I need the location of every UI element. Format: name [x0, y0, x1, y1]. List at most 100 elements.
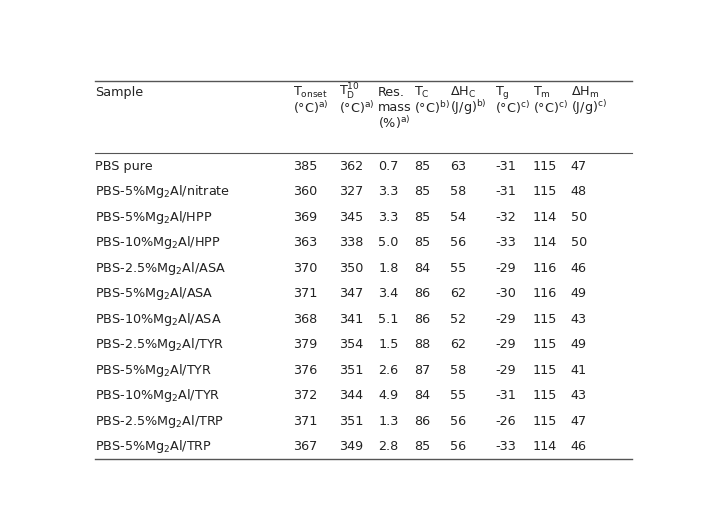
Text: 85: 85	[414, 440, 430, 453]
Text: 54: 54	[450, 210, 466, 224]
Text: 345: 345	[339, 210, 363, 224]
Text: 85: 85	[414, 236, 430, 249]
Text: 49: 49	[571, 338, 586, 351]
Text: 376: 376	[293, 364, 318, 377]
Text: (J/g)$^{\mathregular{b)}}$: (J/g)$^{\mathregular{b)}}$	[450, 98, 486, 117]
Text: mass: mass	[378, 101, 412, 114]
Text: Sample: Sample	[95, 86, 143, 99]
Text: 2.8: 2.8	[378, 440, 398, 453]
Text: 114: 114	[532, 440, 557, 453]
Text: 115: 115	[532, 389, 557, 402]
Text: 49: 49	[571, 287, 586, 300]
Text: 371: 371	[293, 414, 318, 428]
Text: -32: -32	[495, 210, 516, 224]
Text: T$_{\mathregular{C}}$: T$_{\mathregular{C}}$	[414, 85, 430, 100]
Text: -29: -29	[495, 338, 516, 351]
Text: 84: 84	[414, 262, 430, 275]
Text: 347: 347	[339, 287, 363, 300]
Text: (J/g)$^{\mathregular{c)}}$: (J/g)$^{\mathregular{c)}}$	[571, 98, 606, 117]
Text: PBS-10%Mg$_{2}$Al/HPP: PBS-10%Mg$_{2}$Al/HPP	[95, 234, 220, 251]
Text: 5.1: 5.1	[378, 313, 398, 325]
Text: 5.0: 5.0	[378, 236, 398, 249]
Text: 3.3: 3.3	[378, 210, 398, 224]
Text: 363: 363	[293, 236, 318, 249]
Text: PBS-10%Mg$_{2}$Al/ASA: PBS-10%Mg$_{2}$Al/ASA	[95, 311, 222, 328]
Text: Res.: Res.	[378, 86, 406, 99]
Text: -31: -31	[495, 389, 516, 402]
Text: 115: 115	[532, 414, 557, 428]
Text: 115: 115	[532, 313, 557, 325]
Text: PBS-5%Mg$_{2}$Al/nitrate: PBS-5%Mg$_{2}$Al/nitrate	[95, 183, 230, 200]
Text: 371: 371	[293, 287, 318, 300]
Text: 58: 58	[450, 185, 466, 198]
Text: 1.8: 1.8	[378, 262, 398, 275]
Text: 115: 115	[532, 338, 557, 351]
Text: PBS-5%Mg$_{2}$Al/ASA: PBS-5%Mg$_{2}$Al/ASA	[95, 285, 214, 302]
Text: 62: 62	[450, 338, 466, 351]
Text: -26: -26	[495, 414, 516, 428]
Text: T$_{\mathregular{m}}$: T$_{\mathregular{m}}$	[532, 85, 550, 100]
Text: -33: -33	[495, 236, 516, 249]
Text: PBS-2.5%Mg$_{2}$Al/ASA: PBS-2.5%Mg$_{2}$Al/ASA	[95, 260, 226, 277]
Text: PBS-5%Mg$_{2}$Al/TRP: PBS-5%Mg$_{2}$Al/TRP	[95, 438, 212, 455]
Text: T$_{\mathregular{g}}$: T$_{\mathregular{g}}$	[495, 84, 510, 101]
Text: 43: 43	[571, 389, 586, 402]
Text: 87: 87	[414, 364, 430, 377]
Text: 88: 88	[414, 338, 430, 351]
Text: 350: 350	[339, 262, 363, 275]
Text: 115: 115	[532, 160, 557, 173]
Text: 43: 43	[571, 313, 586, 325]
Text: 368: 368	[293, 313, 318, 325]
Text: -31: -31	[495, 185, 516, 198]
Text: -29: -29	[495, 313, 516, 325]
Text: 62: 62	[450, 287, 466, 300]
Text: PBS pure: PBS pure	[95, 160, 153, 173]
Text: (°C)$^{\mathregular{a)}}$: (°C)$^{\mathregular{a)}}$	[293, 99, 328, 116]
Text: 115: 115	[532, 185, 557, 198]
Text: 84: 84	[414, 389, 430, 402]
Text: 379: 379	[293, 338, 318, 351]
Text: 360: 360	[293, 185, 318, 198]
Text: 385: 385	[293, 160, 318, 173]
Text: (°C)$^{\mathregular{a)}}$: (°C)$^{\mathregular{a)}}$	[339, 99, 374, 116]
Text: PBS-5%Mg$_{2}$Al/TYR: PBS-5%Mg$_{2}$Al/TYR	[95, 361, 213, 379]
Text: PBS-2.5%Mg$_{2}$Al/TYR: PBS-2.5%Mg$_{2}$Al/TYR	[95, 336, 225, 353]
Text: 46: 46	[571, 440, 586, 453]
Text: (°C)$^{\mathregular{c)}}$: (°C)$^{\mathregular{c)}}$	[532, 99, 568, 116]
Text: $\Delta$H$_{\mathregular{m}}$: $\Delta$H$_{\mathregular{m}}$	[571, 85, 599, 100]
Text: 55: 55	[450, 389, 466, 402]
Text: 372: 372	[293, 389, 318, 402]
Text: 114: 114	[532, 210, 557, 224]
Text: 2.6: 2.6	[378, 364, 398, 377]
Text: T$^{\mathregular{10}}_{\mathregular{D}}$: T$^{\mathregular{10}}_{\mathregular{D}}$	[339, 82, 359, 102]
Text: 46: 46	[571, 262, 586, 275]
Text: 86: 86	[414, 414, 430, 428]
Text: 3.3: 3.3	[378, 185, 398, 198]
Text: (°C)$^{\mathregular{b)}}$: (°C)$^{\mathregular{b)}}$	[414, 99, 450, 116]
Text: 85: 85	[414, 210, 430, 224]
Text: 56: 56	[450, 414, 466, 428]
Text: 48: 48	[571, 185, 586, 198]
Text: 338: 338	[339, 236, 363, 249]
Text: 116: 116	[532, 287, 557, 300]
Text: 58: 58	[450, 364, 466, 377]
Text: 341: 341	[339, 313, 363, 325]
Text: 370: 370	[293, 262, 318, 275]
Text: 86: 86	[414, 313, 430, 325]
Text: 55: 55	[450, 262, 466, 275]
Text: $\Delta$H$_{\mathregular{C}}$: $\Delta$H$_{\mathregular{C}}$	[450, 85, 476, 100]
Text: 47: 47	[571, 160, 586, 173]
Text: 0.7: 0.7	[378, 160, 398, 173]
Text: 50: 50	[571, 236, 587, 249]
Text: PBS-2.5%Mg$_{2}$Al/TRP: PBS-2.5%Mg$_{2}$Al/TRP	[95, 413, 225, 430]
Text: (%)$^{\mathregular{a)}}$: (%)$^{\mathregular{a)}}$	[378, 114, 411, 131]
Text: 50: 50	[571, 210, 587, 224]
Text: -31: -31	[495, 160, 516, 173]
Text: 3.4: 3.4	[378, 287, 398, 300]
Text: (°C)$^{\mathregular{c)}}$: (°C)$^{\mathregular{c)}}$	[495, 99, 530, 116]
Text: 351: 351	[339, 414, 363, 428]
Text: PBS-10%Mg$_{2}$Al/TYR: PBS-10%Mg$_{2}$Al/TYR	[95, 387, 220, 404]
Text: T$_{\mathregular{onset}}$: T$_{\mathregular{onset}}$	[293, 85, 328, 100]
Text: 52: 52	[450, 313, 466, 325]
Text: 367: 367	[293, 440, 318, 453]
